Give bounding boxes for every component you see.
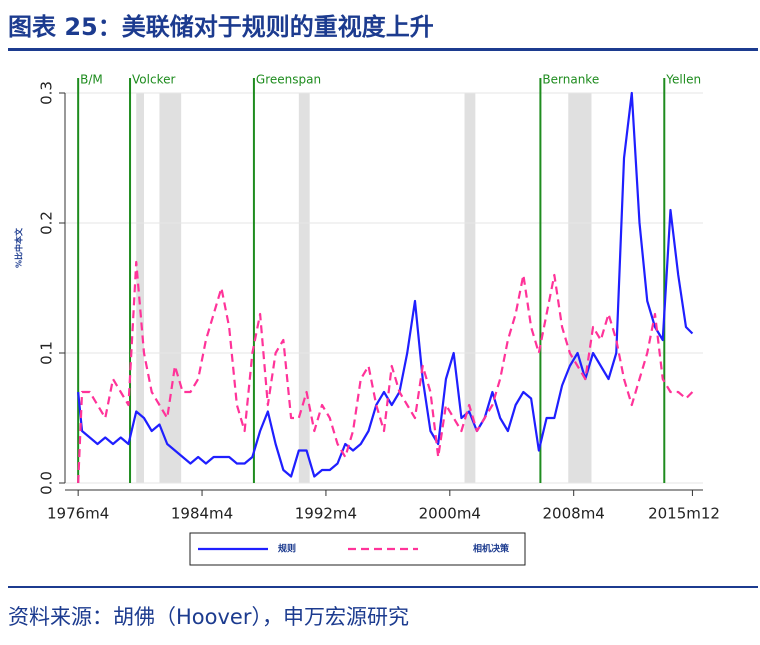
- shaded-period: [464, 93, 476, 483]
- y-tick-label: 0.0: [38, 471, 56, 495]
- shaded-period: [298, 93, 310, 483]
- chart-title: 图表 25：美联储对于规则的重视度上升: [8, 13, 434, 41]
- series-line: [77, 91, 694, 478]
- y-tick-label: 0.1: [38, 341, 56, 365]
- legend-label: 相机决策: [473, 543, 510, 555]
- x-tick-label: 1992m4: [295, 505, 357, 523]
- y-tick-label: 0.3: [38, 81, 56, 105]
- annotation-label: B/M: [80, 73, 103, 87]
- annotation-label: Bernanke: [542, 73, 599, 87]
- y-axis-label: %比中本文: [14, 227, 24, 268]
- source-rule: [8, 586, 758, 588]
- x-tick-label: 1976m4: [47, 505, 109, 523]
- source: 资料来源：胡佛（Hoover），申万宏源研究: [8, 605, 409, 629]
- legend-label: 规则: [278, 543, 296, 555]
- series-line: [77, 260, 694, 484]
- annotation-label: Volcker: [132, 73, 175, 87]
- x-tick-label: 2008m4: [543, 505, 605, 523]
- y-tick-label: 0.2: [38, 211, 56, 235]
- title-rule: [8, 48, 758, 51]
- annotation-label: Yellen: [665, 73, 701, 87]
- x-tick-label: 1984m4: [171, 505, 233, 523]
- annotation-label: Greenspan: [256, 73, 321, 87]
- x-tick-label: 2000m4: [419, 505, 481, 523]
- shaded-period: [136, 93, 144, 483]
- shaded-period: [568, 93, 592, 483]
- shaded-period: [159, 93, 182, 483]
- x-tick-label: 2015m12: [648, 505, 720, 523]
